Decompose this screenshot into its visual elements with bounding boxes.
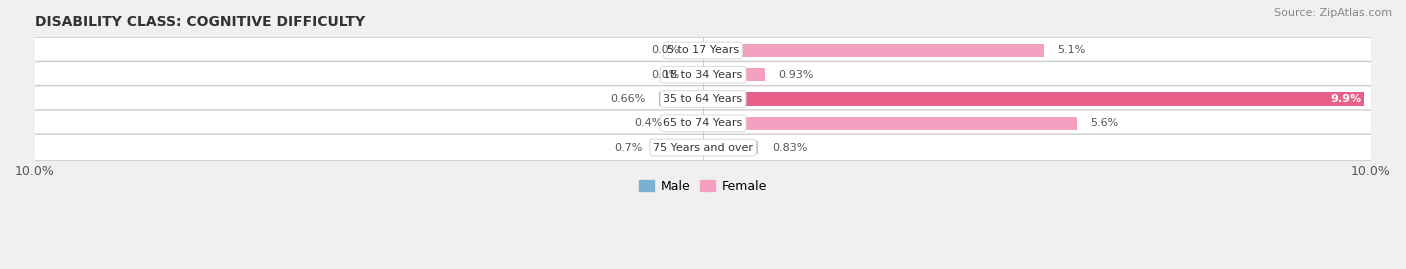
Legend: Male, Female: Male, Female [634, 175, 772, 198]
FancyBboxPatch shape [32, 86, 1374, 112]
Bar [657, 141, 703, 154]
Text: 0.83%: 0.83% [772, 143, 807, 153]
FancyBboxPatch shape [32, 110, 1374, 137]
Text: 65 to 74 Years: 65 to 74 Years [664, 118, 742, 128]
Text: 9.9%: 9.9% [1330, 94, 1361, 104]
Bar [659, 92, 703, 106]
Text: 18 to 34 Years: 18 to 34 Years [664, 70, 742, 80]
Bar [703, 141, 758, 154]
Text: 5.6%: 5.6% [1091, 118, 1119, 128]
FancyBboxPatch shape [32, 37, 1374, 64]
Bar [703, 44, 1043, 57]
Text: DISABILITY CLASS: COGNITIVE DIFFICULTY: DISABILITY CLASS: COGNITIVE DIFFICULTY [35, 15, 366, 29]
Bar [703, 116, 1077, 130]
Text: 0.7%: 0.7% [614, 143, 643, 153]
Bar [703, 68, 765, 82]
Text: 5 to 17 Years: 5 to 17 Years [666, 45, 740, 55]
Text: 5.1%: 5.1% [1057, 45, 1085, 55]
Text: 0.4%: 0.4% [634, 118, 662, 128]
FancyBboxPatch shape [32, 134, 1374, 161]
Bar [693, 68, 703, 82]
Bar [676, 116, 703, 130]
Text: 0.0%: 0.0% [651, 45, 679, 55]
Text: 0.93%: 0.93% [779, 70, 814, 80]
Bar [693, 44, 703, 57]
Text: 75 Years and over: 75 Years and over [652, 143, 754, 153]
Text: 0.66%: 0.66% [610, 94, 645, 104]
Text: Source: ZipAtlas.com: Source: ZipAtlas.com [1274, 8, 1392, 18]
Bar [703, 92, 1364, 106]
FancyBboxPatch shape [32, 61, 1374, 88]
Text: 0.0%: 0.0% [651, 70, 679, 80]
Text: 35 to 64 Years: 35 to 64 Years [664, 94, 742, 104]
